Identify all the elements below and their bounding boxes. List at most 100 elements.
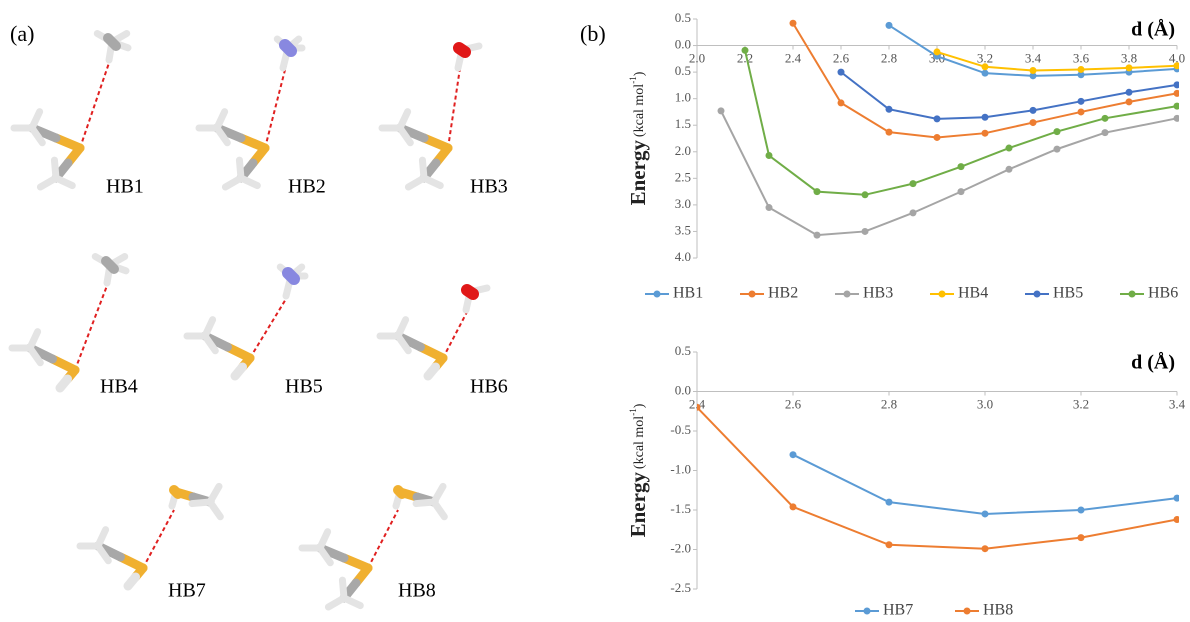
bond <box>285 45 291 51</box>
x-tick-label: 3.2 <box>977 51 993 66</box>
y-tick-label: 3.5 <box>675 222 691 237</box>
y-tick-label: -2.0 <box>670 540 691 555</box>
bond <box>174 490 178 494</box>
data-point <box>1030 67 1037 74</box>
h-bond <box>250 294 289 358</box>
x-tick-label: 3.8 <box>1121 51 1137 66</box>
y-axis-title: Energy(kcal mol-1) <box>626 71 650 205</box>
data-point <box>1078 108 1085 115</box>
x-axis-title: d (Å) <box>1131 18 1175 41</box>
molecule-label: HB2 <box>288 176 326 198</box>
data-point <box>766 152 773 159</box>
x-tick-label: 3.6 <box>1073 51 1090 66</box>
y-tick-label: 0.5 <box>675 343 691 358</box>
panel-label: (a) <box>10 21 34 46</box>
data-point <box>886 541 893 548</box>
data-point <box>1126 98 1133 105</box>
data-point <box>1054 146 1061 153</box>
bond <box>459 48 465 52</box>
h-bond <box>368 510 398 568</box>
data-point <box>1174 103 1181 110</box>
legend-label: HB1 <box>673 285 703 302</box>
data-point <box>742 47 749 54</box>
y-tick-label: 1.5 <box>675 116 691 131</box>
data-point <box>934 48 941 55</box>
data-point <box>1174 516 1181 523</box>
y-axis-title-main: Energy <box>626 472 650 538</box>
bond <box>241 178 257 186</box>
data-point <box>1006 166 1013 173</box>
data-point <box>1006 145 1013 152</box>
bond <box>428 367 436 376</box>
x-tick-label: 3.4 <box>1169 396 1186 411</box>
x-tick-label: 3.0 <box>977 396 993 411</box>
molecule-label: HB5 <box>285 376 323 398</box>
x-tick-label: 2.4 <box>785 51 802 66</box>
x-tick-label: 2.0 <box>689 51 705 66</box>
data-point <box>1078 534 1085 541</box>
bond <box>398 490 402 494</box>
data-point <box>814 232 821 239</box>
h-bond <box>143 510 174 568</box>
molecules <box>12 34 487 608</box>
x-tick-label: 3.2 <box>1073 396 1089 411</box>
data-point <box>1078 507 1085 514</box>
figure: (a) (b) HB1HB2HB3HB4HB5HB6HB7HB80.50.00.… <box>0 0 1190 622</box>
y-tick-label: 0.5 <box>675 10 691 25</box>
y-tick-label: 0.0 <box>675 382 691 397</box>
series-line <box>745 50 1177 194</box>
legend-marker <box>939 291 946 298</box>
data-point <box>910 180 917 187</box>
data-point <box>982 114 989 121</box>
data-point <box>1054 128 1061 135</box>
y-tick-label: 3.0 <box>675 196 691 211</box>
x-tick-label: 3.4 <box>1025 51 1042 66</box>
h-bond <box>75 283 108 370</box>
h-bond <box>265 66 286 148</box>
legend-label: HB2 <box>768 285 798 302</box>
data-point <box>1102 129 1109 136</box>
molecule-label: HB7 <box>168 580 206 602</box>
legend-marker <box>1034 291 1041 298</box>
data-point <box>934 134 941 141</box>
molecule-label: HB1 <box>106 176 144 198</box>
y-axis-title: Energy(kcal mol-1) <box>626 403 650 537</box>
bond <box>192 502 210 504</box>
y-axis-unit: (kcal mol <box>632 416 647 469</box>
bond <box>128 577 136 586</box>
bond <box>235 367 243 376</box>
data-point <box>838 69 845 76</box>
x-tick-label: 2.8 <box>881 396 897 411</box>
data-point <box>1126 64 1133 71</box>
h-bond <box>443 310 468 358</box>
molecule-label: HB3 <box>470 176 508 198</box>
data-point <box>886 106 893 113</box>
legend-label: HB3 <box>863 285 893 302</box>
data-point <box>982 130 989 137</box>
plot-area <box>694 404 1181 552</box>
y-tick-label: -1.0 <box>670 461 691 476</box>
legend-label: HB7 <box>883 602 913 619</box>
data-point <box>910 209 917 216</box>
bond <box>108 38 116 46</box>
bond <box>424 178 440 186</box>
data-point <box>790 503 797 510</box>
y-tick-label: -0.5 <box>670 422 691 437</box>
x-tick-label: 2.8 <box>881 51 897 66</box>
legend-marker <box>844 291 851 298</box>
molecule-label: HB4 <box>100 376 138 398</box>
y-tick-label: -2.5 <box>670 580 691 595</box>
series-line <box>697 407 1177 548</box>
y-axis-unit-end: ) <box>632 403 647 408</box>
series-line <box>793 455 1177 514</box>
y-tick-label: -1.5 <box>670 501 691 516</box>
legend-marker <box>864 608 871 615</box>
legend-label: HB4 <box>958 285 988 302</box>
legend-label: HB6 <box>1148 285 1178 302</box>
bond <box>344 598 360 606</box>
legend-marker <box>654 291 661 298</box>
data-point <box>886 499 893 506</box>
data-point <box>1102 115 1109 122</box>
panel-label: (b) <box>580 21 606 46</box>
h-bond <box>448 68 460 148</box>
